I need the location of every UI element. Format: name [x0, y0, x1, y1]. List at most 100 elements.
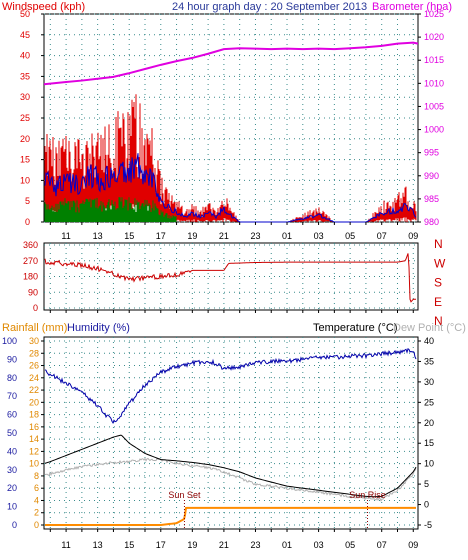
temperature-y-tick-label: 40	[424, 336, 434, 346]
humidity-series	[44, 348, 417, 424]
wind-y-tick-label: 0	[25, 217, 30, 227]
wind-y-tick-label: 10	[20, 175, 30, 185]
barometer-y-tick-label: 985	[424, 194, 439, 204]
sun-rise-label: Sun Rise	[349, 490, 386, 500]
barometer-axis-label: Barometer (hpa)	[372, 1, 452, 13]
wind-y-tick-label: 35	[20, 71, 30, 81]
axis-layer: 1111131315151717191921212323010103030505…	[2, 9, 446, 550]
x-tick-label: 23	[250, 540, 260, 550]
x-tick-label: 19	[187, 231, 197, 241]
rainfall-y-tick-label: 0	[34, 520, 39, 530]
x-tick-label: 23	[250, 231, 260, 241]
humidity-y-tick-label: 20	[7, 483, 17, 493]
wind-average-series	[44, 153, 417, 223]
rainfall-y-tick-label: 20	[29, 397, 39, 407]
rainfall-y-tick-label: 10	[29, 459, 39, 469]
data-layer	[43, 41, 419, 529]
temperature-series	[44, 434, 417, 498]
wind-direction-series	[44, 253, 416, 303]
x-tick-label: 21	[219, 540, 229, 550]
x-tick-label: 01	[282, 231, 292, 241]
x-tick-label: 09	[408, 540, 418, 550]
rainfall-y-tick-label: 4	[34, 495, 39, 505]
x-tick-label: 07	[377, 540, 387, 550]
x-tick-label: 17	[156, 231, 166, 241]
wind-y-tick-label: 25	[20, 113, 30, 123]
rainfall-y-tick-label: 16	[29, 422, 39, 432]
temperature-y-tick-label: 20	[424, 418, 434, 428]
wind-y-tick-label: 15	[20, 155, 30, 165]
barometer-y-tick-label: 990	[424, 171, 439, 181]
humidity-axis-label: Humidity (%)	[67, 322, 130, 334]
rainfall-y-tick-label: 30	[29, 336, 39, 346]
rainfall-y-tick-label: 6	[34, 483, 39, 493]
barometer-y-tick-label: 995	[424, 148, 439, 158]
x-tick-label: 01	[282, 540, 292, 550]
chart-title: 24 hour graph day : 20 September 2013	[172, 1, 367, 13]
wind-y-tick-label: 50	[20, 9, 30, 19]
x-tick-label: 11	[61, 231, 70, 241]
direction-y-tick-label: 90	[28, 287, 38, 297]
temperature-y-tick-label: 25	[424, 397, 434, 407]
humidity-y-tick-label: 90	[7, 354, 17, 364]
barometer-y-tick-label: 1015	[424, 55, 444, 65]
wind-y-tick-label: 30	[20, 92, 30, 102]
wind-y-tick-label: 40	[20, 51, 30, 61]
direction-panel-frame	[43, 242, 419, 311]
humidity-y-tick-label: 80	[7, 373, 17, 383]
direction-y-tick-label: 180	[23, 272, 38, 282]
rainfall-y-tick-label: 8	[34, 471, 39, 481]
x-tick-label: 19	[187, 540, 197, 550]
x-tick-label: 11	[61, 540, 70, 550]
compass-label: N	[434, 314, 443, 328]
temperature-axis-label: Temperature (°C)	[313, 322, 397, 334]
windspeed-axis-label: Windspeed (kph)	[2, 1, 85, 13]
dew-point-series	[44, 457, 417, 502]
rainfall-y-tick-label: 12	[29, 446, 39, 456]
compass-label: E	[434, 295, 442, 309]
x-tick-label: 13	[93, 231, 103, 241]
temperature-y-tick-label: 10	[424, 459, 434, 469]
humidity-y-tick-label: 10	[7, 502, 17, 512]
rainfall-y-tick-label: 22	[29, 385, 39, 395]
rainfall-y-tick-label: 28	[29, 348, 39, 358]
x-tick-label: 17	[156, 540, 166, 550]
humidity-y-tick-label: 30	[7, 465, 17, 475]
temperature-panel-frame	[43, 336, 419, 530]
x-tick-label: 05	[345, 540, 355, 550]
humidity-y-tick-label: 0	[12, 520, 17, 530]
barometer-y-tick-label: 1000	[424, 125, 444, 135]
x-tick-label: 07	[377, 231, 387, 241]
sun-set-label: Sun Set	[168, 490, 201, 500]
temperature-y-tick-label: 35	[424, 356, 434, 366]
x-tick-label: 13	[93, 540, 103, 550]
humidity-y-tick-label: 100	[2, 336, 17, 346]
x-tick-label: 05	[345, 231, 355, 241]
rainfall-y-tick-label: 2	[34, 508, 39, 518]
humidity-y-tick-label: 70	[7, 391, 17, 401]
rainfall-y-tick-label: 24	[29, 373, 39, 383]
x-tick-label: 15	[124, 540, 134, 550]
rainfall-series	[45, 506, 416, 526]
barometer-y-tick-label: 1010	[424, 78, 444, 88]
x-tick-label: 03	[314, 231, 324, 241]
temperature-y-tick-label: -5	[424, 520, 432, 530]
x-tick-label: 21	[219, 231, 229, 241]
compass-label: W	[434, 256, 446, 270]
barometer-y-tick-label: 1020	[424, 32, 444, 42]
direction-y-tick-label: 270	[23, 256, 38, 266]
barometer-series	[43, 41, 419, 86]
direction-y-tick-label: 360	[23, 240, 38, 250]
humidity-y-tick-label: 40	[7, 446, 17, 456]
barometer-y-tick-label: 1025	[424, 9, 444, 19]
x-tick-label: 15	[124, 231, 134, 241]
rainfall-y-tick-label: 18	[29, 410, 39, 420]
x-tick-label: 03	[314, 540, 324, 550]
barometer-y-tick-label: 1005	[424, 101, 444, 111]
humidity-y-tick-label: 60	[7, 410, 17, 420]
wind-y-tick-label: 20	[20, 134, 30, 144]
rainfall-y-tick-label: 26	[29, 361, 39, 371]
direction-y-tick-label: 0	[33, 303, 38, 313]
rainfall-y-tick-label: 14	[29, 434, 39, 444]
